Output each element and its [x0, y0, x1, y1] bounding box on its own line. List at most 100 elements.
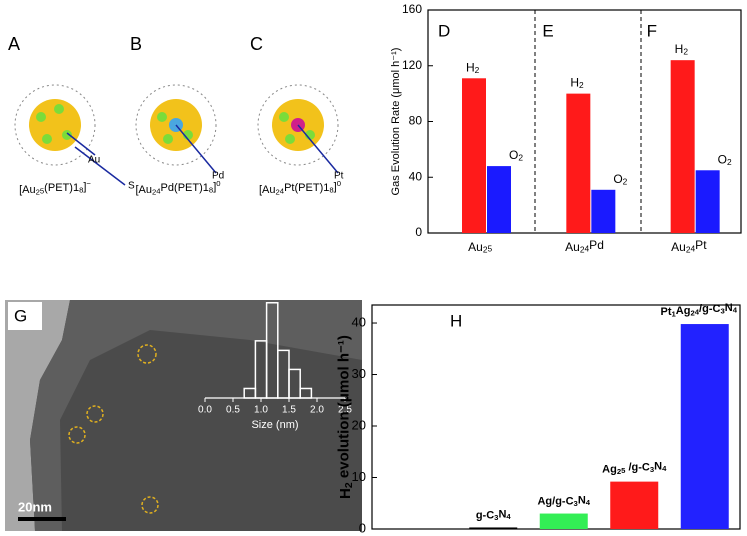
- text-run: 4: [585, 244, 590, 254]
- text-run: 0: [216, 179, 220, 188]
- text-run: -: [709, 303, 713, 315]
- bar: [680, 324, 729, 529]
- text-run: h: [336, 353, 353, 362]
- bar: [469, 527, 518, 529]
- text-run: 2: [580, 245, 585, 255]
- y-axis-label: Gas Evolution Rate (μmol h⁻¹): [390, 48, 402, 196]
- text-run: 4: [691, 244, 696, 254]
- bar-label: H2​: [675, 42, 689, 57]
- bar: [566, 93, 591, 233]
- text-run: g: [632, 462, 639, 474]
- x-tick-label: 0.5: [226, 405, 240, 416]
- text-run: 4: [695, 307, 700, 316]
- atom-label: Pd: [212, 171, 224, 182]
- x-tick-label: 2.5: [338, 405, 352, 416]
- histogram-bar: [299, 387, 313, 399]
- text-run: 2: [690, 308, 694, 317]
- text-run: P: [284, 182, 291, 194]
- text-run: t: [668, 306, 672, 318]
- text-run: P: [589, 238, 597, 252]
- y-tick-label: 40: [352, 314, 366, 329]
- text-run: o: [336, 452, 353, 461]
- bar-label: g-C3​N4​: [476, 508, 512, 521]
- panel-label: A: [8, 34, 20, 54]
- text-run: ]: [334, 181, 337, 193]
- text-run: u: [476, 240, 483, 254]
- scale-bar: [18, 517, 66, 521]
- text-run: 4: [280, 186, 285, 195]
- text-run: l: [336, 366, 353, 370]
- text-run: ): [320, 182, 324, 194]
- text-run: C: [486, 509, 494, 521]
- x-tick-label: 2.0: [310, 405, 324, 416]
- bar-label: H2​: [570, 76, 584, 91]
- text-run: −: [86, 179, 91, 188]
- y-tick-label: 80: [409, 114, 423, 128]
- text-run: 2: [623, 177, 628, 187]
- y-tick-label: 160: [402, 2, 422, 16]
- caption: [Au2​4​Pd(PET)18​]0​: [135, 179, 220, 196]
- panel-label: B: [130, 34, 142, 54]
- x-tick-label: 0.0: [198, 405, 212, 416]
- text-run: /: [628, 462, 631, 474]
- text-run: 5: [488, 244, 493, 254]
- text-run: 2: [483, 245, 488, 255]
- y-tick-label: 40: [409, 169, 423, 183]
- bar: [610, 481, 659, 529]
- text-run: /: [552, 495, 555, 507]
- bar-label: O2​: [718, 152, 732, 167]
- tem-background: [5, 300, 70, 531]
- text-run: ): [69, 182, 73, 194]
- text-run: 8: [79, 185, 83, 194]
- text-run: C: [566, 495, 574, 507]
- y-tick-label: 120: [402, 58, 422, 72]
- text-run: 8: [209, 185, 213, 194]
- text-run: 1: [73, 182, 79, 194]
- text-run: t: [291, 182, 294, 194]
- y-tick-label: 0: [415, 225, 422, 239]
- text-run: A: [139, 184, 147, 196]
- text-run: 2: [276, 187, 280, 196]
- text-run: ¹: [336, 340, 353, 345]
- bar: [487, 166, 511, 233]
- text-run: 4: [662, 464, 667, 473]
- text-run: ]: [83, 181, 86, 193]
- text-run: -: [562, 495, 566, 507]
- bar-label: Ag/g-C3​N4​: [537, 494, 590, 507]
- scale-bar-label: 20nm: [18, 499, 52, 514]
- text-run: (: [174, 182, 178, 194]
- text-run: 2: [343, 482, 355, 488]
- particle-markers: [68, 344, 159, 514]
- y-tick-label: 10: [352, 469, 366, 484]
- text-run: T: [63, 182, 70, 194]
- text-run: A: [468, 240, 476, 254]
- text-run: 4: [586, 498, 591, 507]
- text-run: t: [703, 238, 707, 252]
- panel-label: E: [542, 21, 553, 40]
- text-run: [: [259, 184, 262, 196]
- text-run: g: [476, 509, 483, 521]
- text-run: g: [555, 495, 562, 507]
- text-run: v: [336, 461, 353, 470]
- text-run: 3: [720, 306, 724, 315]
- text-run: (: [336, 402, 353, 407]
- tem-region: [30, 300, 362, 531]
- text-run: P: [298, 182, 305, 194]
- text-run: 5: [40, 186, 44, 195]
- text-run: 1: [203, 182, 209, 194]
- text-run: 4: [506, 512, 511, 521]
- text-run: d: [168, 182, 174, 194]
- text-run: N: [578, 494, 586, 506]
- text-run: 2: [617, 467, 621, 476]
- text-run: A: [565, 240, 573, 254]
- text-run: A: [262, 184, 270, 196]
- text-run: 8: [329, 185, 333, 194]
- text-run: g: [702, 303, 709, 315]
- cluster-structures: [14, 84, 339, 186]
- text-run: P: [178, 182, 185, 194]
- text-run: l: [336, 448, 353, 452]
- text-run: μ: [336, 393, 353, 402]
- y-axis-label: H2​ evolution (μmol h⁻¹): [336, 335, 355, 499]
- x-tick-label: 1.0: [254, 405, 268, 416]
- text-run: C: [642, 462, 650, 474]
